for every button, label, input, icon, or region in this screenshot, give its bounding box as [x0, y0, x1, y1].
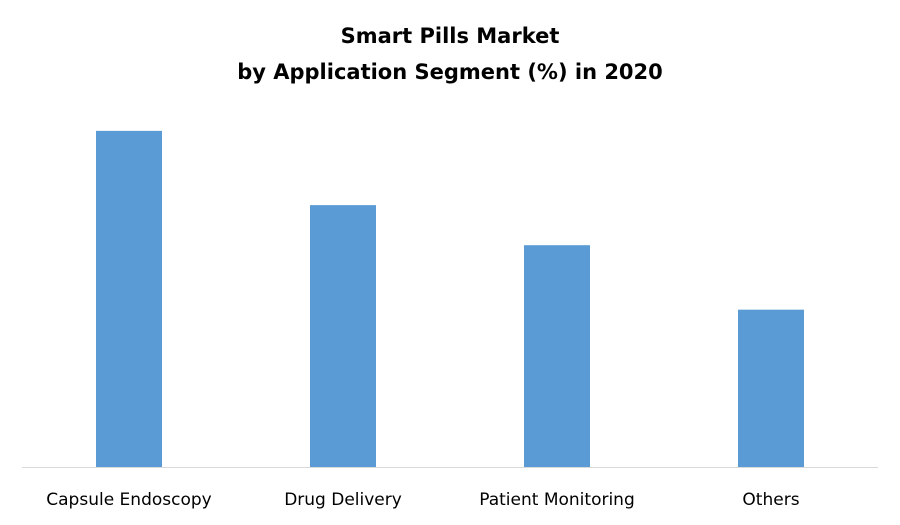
bar-drug-delivery [310, 205, 376, 467]
chart-title-line-1: Smart Pills Market [341, 24, 560, 48]
x-tick-label: Drug Delivery [284, 490, 402, 510]
bar-capsule-endoscopy [96, 130, 162, 467]
x-tick-label: Capsule Endoscopy [46, 490, 211, 510]
x-tick-label: Patient Monitoring [479, 490, 635, 510]
x-tick-label: Others [742, 490, 799, 510]
x-axis-tick-labels: Capsule Endoscopy Drug Delivery Patient Mo… [46, 490, 799, 510]
bar-patient-monitoring [524, 245, 590, 467]
chart-title-line-2: by Application Segment (%) in 2020 [237, 60, 663, 84]
bar-others [738, 309, 804, 467]
bars [96, 130, 804, 467]
